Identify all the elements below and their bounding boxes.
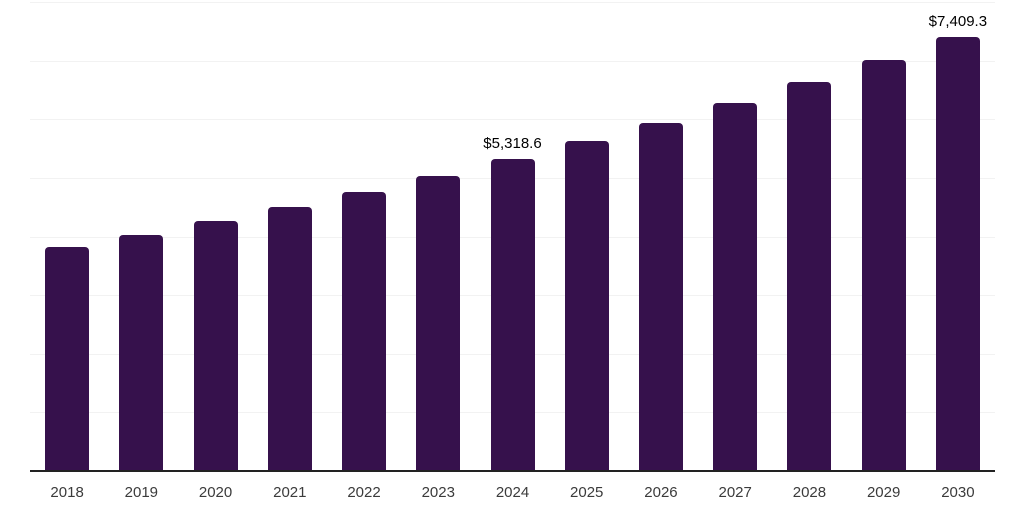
x-axis-label-2023: 2023 — [421, 484, 455, 501]
bar-2021 — [267, 206, 312, 471]
bar-2018 — [45, 247, 90, 471]
bar-2023 — [416, 176, 461, 471]
bar-2019 — [119, 234, 164, 471]
bar-2022 — [342, 191, 387, 471]
x-axis-line — [30, 470, 995, 472]
bar-2030 — [935, 36, 980, 471]
gridline — [30, 60, 995, 62]
x-axis-label-2021: 2021 — [273, 484, 307, 501]
x-axis-label-2022: 2022 — [347, 484, 381, 501]
x-axis-label-2019: 2019 — [124, 484, 159, 501]
bar-2025 — [564, 141, 609, 471]
x-axis-label-2024: 2024 — [495, 484, 530, 501]
x-axis: 2018 2019 2020 2021 2022 2023 2024 2025 2026 2027… — [30, 484, 995, 506]
bar-2020 — [193, 221, 238, 471]
bar-2026 — [638, 122, 683, 471]
x-axis-label-2020: 2020 — [198, 484, 233, 501]
bar-2024 — [490, 159, 535, 471]
x-axis-label-2030: 2030 — [941, 484, 975, 501]
bar-value-label-2030: $7,409.3 — [928, 12, 988, 30]
x-axis-label-2029: 2029 — [866, 484, 901, 501]
bar-2029 — [861, 59, 906, 471]
x-axis-label-2028: 2028 — [792, 484, 827, 501]
bar-value-label-2024: $5,318.6 — [483, 135, 542, 153]
gridline — [30, 2, 995, 3]
gridline — [30, 119, 995, 121]
x-axis-label-2027: 2027 — [718, 484, 752, 501]
x-axis-label-2026: 2026 — [644, 484, 678, 501]
x-axis-label-2025: 2025 — [570, 484, 604, 501]
plot-area: $5,318.6 $7,409.3 — [30, 2, 995, 471]
x-axis-label-2018: 2018 — [50, 484, 84, 501]
bar-2028 — [787, 82, 832, 471]
bar-2027 — [713, 102, 758, 471]
